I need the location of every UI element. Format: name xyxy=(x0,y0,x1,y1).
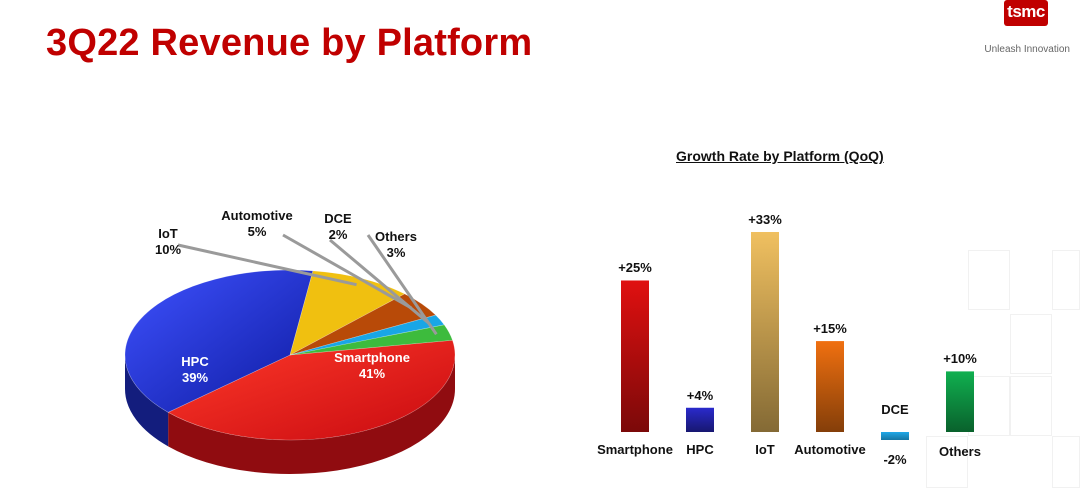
bar-value-label: +10% xyxy=(943,351,977,367)
pie-label-hpc: HPC 39% xyxy=(160,354,230,386)
pie-label-automotive: Automotive 5% xyxy=(212,208,302,240)
pie-label-value: 3% xyxy=(386,245,406,260)
pie-label-others: Others 3% xyxy=(368,229,424,261)
pie-label-value: 2% xyxy=(328,227,348,242)
pie-slice-others xyxy=(289,324,453,356)
tsmc-logo-icon: tsmc xyxy=(1004,0,1048,26)
bar-group xyxy=(621,232,974,440)
bar-value-label: +4% xyxy=(686,387,714,403)
pie-label-name: Smartphone xyxy=(334,350,410,365)
bar-hpc xyxy=(686,407,714,432)
pie-top-layer xyxy=(124,269,456,441)
pie-label-value: 5% xyxy=(247,224,267,239)
pie-label-name: HPC xyxy=(181,354,209,369)
bar-automotive xyxy=(816,341,844,432)
pie-side-hpc xyxy=(125,355,169,447)
brand-logo: tsmc Unleash Innovation xyxy=(962,0,1072,60)
bar-smartphone xyxy=(621,280,649,432)
pie-leader-lines xyxy=(177,233,438,336)
bar-others xyxy=(946,371,974,432)
decorative-square xyxy=(1010,376,1052,436)
bar-value-label: -2% xyxy=(883,452,907,467)
leader-line-automotive xyxy=(282,233,412,310)
pie-label-value: 10% xyxy=(154,242,182,257)
decorative-square xyxy=(1052,250,1080,310)
leader-line-iot xyxy=(177,243,357,287)
pie-label-smartphone: Smartphone 41% xyxy=(322,350,422,382)
pie-slice-hpc xyxy=(124,269,314,413)
pie-slice-smartphone xyxy=(167,339,456,441)
bar-value-label: +25% xyxy=(618,260,652,276)
brand-tagline: Unleash Innovation xyxy=(984,44,1070,55)
bar-chart xyxy=(621,232,974,440)
bar-category-label: Others xyxy=(939,444,981,459)
pie-label-value: 39% xyxy=(181,370,209,385)
bar-chart-title: Growth Rate by Platform (QoQ) xyxy=(676,148,884,164)
bar-category-label: DCE xyxy=(881,401,909,417)
pie-chart xyxy=(124,233,456,475)
bar-category-label: Automotive xyxy=(794,442,866,457)
decorative-square xyxy=(1052,436,1080,488)
pie-slice-dce xyxy=(289,314,445,356)
pie-label-name: Others xyxy=(375,229,417,244)
bar-value-label: +15% xyxy=(813,321,847,337)
bar-category-label: IoT xyxy=(755,442,775,457)
bar-category-label: HPC xyxy=(686,442,714,457)
decorative-square xyxy=(1010,314,1052,374)
pie-side-smartphone xyxy=(168,355,455,475)
bar-category-label: Smartphone xyxy=(597,442,673,457)
decorative-square xyxy=(968,250,1010,310)
decorative-square xyxy=(926,436,968,488)
leader-line-others xyxy=(366,234,438,336)
pie-label-name: Automotive xyxy=(221,208,293,223)
pie-label-dce: DCE 2% xyxy=(316,211,360,243)
bar-value-label: +33% xyxy=(748,212,782,227)
pie-label-name: IoT xyxy=(158,226,178,241)
leader-line-dce xyxy=(329,238,430,324)
bar-iot xyxy=(751,232,779,432)
pie-label-iot: IoT 10% xyxy=(148,226,188,258)
pie-label-value: 41% xyxy=(358,366,386,381)
bar-dce xyxy=(881,432,909,440)
pie-slice-automotive xyxy=(289,293,437,356)
slide-title: 3Q22 Revenue by Platform xyxy=(46,22,533,64)
pie-label-name: DCE xyxy=(324,211,352,226)
pie-side-layer xyxy=(125,355,455,475)
